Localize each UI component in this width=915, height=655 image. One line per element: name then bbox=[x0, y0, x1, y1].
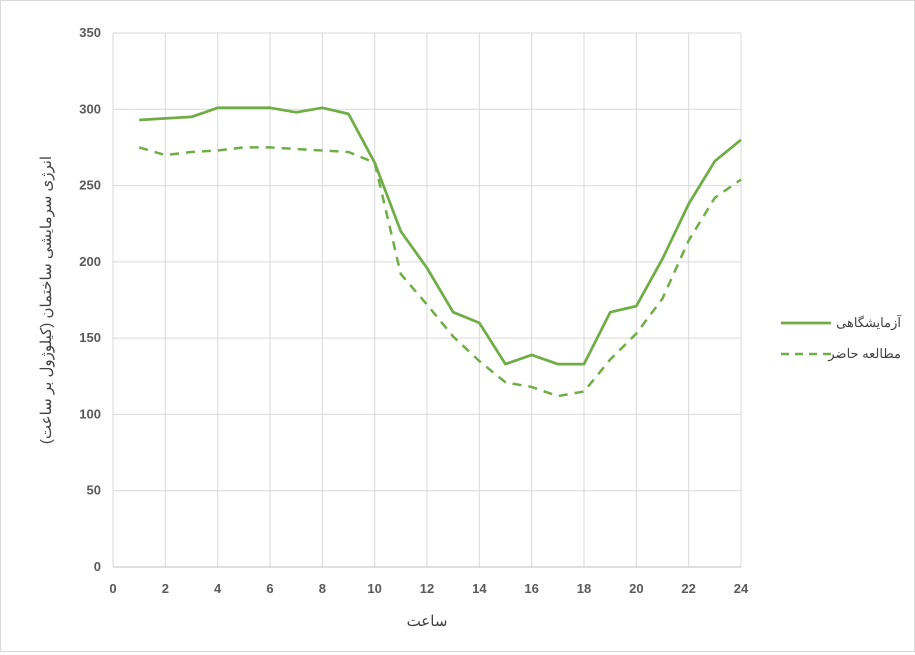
x-axis-title: ساعت bbox=[407, 613, 448, 630]
y-tick-label: 50 bbox=[87, 483, 101, 498]
y-tick-label: 150 bbox=[79, 330, 101, 345]
x-tick-label: 22 bbox=[681, 581, 695, 596]
x-tick-label: 16 bbox=[524, 581, 538, 596]
x-tick-label: 18 bbox=[577, 581, 591, 596]
x-tick-labels: 0 2 4 6 8 10 12 14 16 18 20 22 24 bbox=[109, 581, 749, 596]
x-tick-label: 24 bbox=[734, 581, 749, 596]
y-axis-title: انرژی سرمایشی ساختمان (کیلوژول بر ساعت) bbox=[38, 156, 55, 444]
x-tick-label: 12 bbox=[420, 581, 434, 596]
legend: آزمایشگاهی مطالعه حاضر bbox=[781, 314, 902, 362]
y-tick-label: 350 bbox=[79, 25, 101, 40]
y-tick-label: 250 bbox=[79, 178, 101, 193]
y-tick-label: 300 bbox=[79, 101, 101, 116]
y-tick-label: 100 bbox=[79, 406, 101, 421]
x-tick-label: 14 bbox=[472, 581, 487, 596]
series-line-current-study bbox=[138, 146, 742, 398]
x-tick-label: 0 bbox=[109, 581, 116, 596]
x-tick-label: 2 bbox=[162, 581, 169, 596]
y-tick-labels: 0 50 100 150 200 250 300 350 bbox=[79, 25, 101, 574]
legend-label-current-study: مطالعه حاضر bbox=[827, 346, 901, 362]
y-tick-label: 0 bbox=[94, 559, 101, 574]
series-line-laboratory bbox=[139, 106, 742, 366]
axes bbox=[112, 33, 741, 568]
gridlines bbox=[113, 32, 742, 567]
x-tick-label: 4 bbox=[214, 581, 222, 596]
x-tick-label: 10 bbox=[367, 581, 381, 596]
x-tick-label: 6 bbox=[266, 581, 273, 596]
x-tick-label: 20 bbox=[629, 581, 643, 596]
legend-label-laboratory: آزمایشگاهی bbox=[836, 314, 902, 331]
series-lines bbox=[138, 106, 742, 398]
y-tick-label: 200 bbox=[79, 254, 101, 269]
x-tick-label: 8 bbox=[319, 581, 326, 596]
